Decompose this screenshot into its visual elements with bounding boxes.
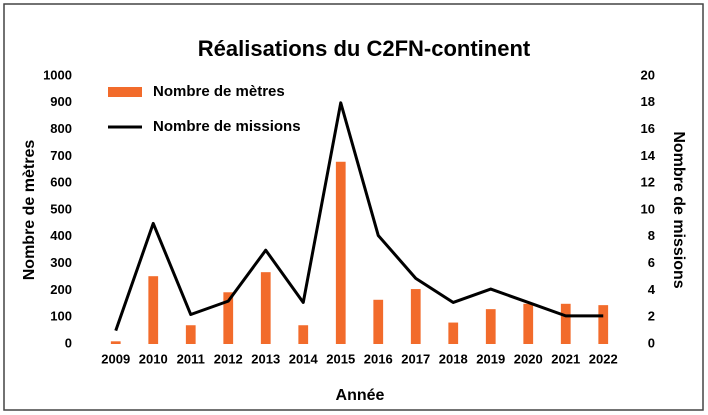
y-tick-label: 800: [50, 121, 72, 136]
y2-tick-label: 14: [641, 148, 656, 163]
x-tick-label: 2016: [364, 351, 393, 366]
x-tick-label: 2022: [589, 351, 618, 366]
y2-tick-label: 6: [648, 255, 655, 270]
y2-tick-label: 2: [648, 309, 655, 324]
chart-title: Réalisations du C2FN-continent: [198, 36, 531, 61]
bar: [260, 272, 271, 344]
bar: [148, 276, 159, 344]
y2-tick-label: 16: [641, 121, 655, 136]
y-tick-label: 700: [50, 148, 72, 163]
legend-label: Nombre de mètres: [153, 83, 285, 100]
bar: [560, 303, 571, 344]
bar: [485, 309, 496, 344]
y-tick-label: 200: [50, 282, 72, 297]
x-tick-label: 2021: [551, 351, 580, 366]
x-tick-label: 2011: [177, 351, 205, 366]
x-tick-label: 2019: [476, 351, 505, 366]
x-tick-label: 2009: [101, 351, 130, 366]
y2-tick-label: 18: [641, 94, 655, 109]
x-tick-label: 2013: [251, 351, 280, 366]
y-tick-label: 0: [65, 335, 72, 350]
x-tick-label: 2010: [139, 351, 168, 366]
bar: [223, 292, 234, 344]
legend-swatch: [108, 87, 142, 97]
x-tick-label: 2017: [401, 351, 430, 366]
chart-frame: [3, 3, 704, 411]
x-tick-label: 2018: [439, 351, 468, 366]
x-tick-label: 2014: [289, 351, 319, 366]
y-tick-label: 1000: [43, 67, 72, 82]
y-tick-label: 600: [50, 175, 72, 190]
x-tick-label: 2020: [514, 351, 543, 366]
bar: [598, 305, 609, 344]
bar: [410, 289, 421, 344]
bar: [448, 322, 459, 344]
bar: [523, 303, 534, 344]
x-tick-label: 2012: [214, 351, 243, 366]
y-tick-label: 100: [50, 309, 72, 324]
bar: [373, 299, 384, 344]
x-tick-label: 2015: [326, 351, 355, 366]
y-tick-label: 500: [50, 201, 72, 216]
y2-tick-label: 12: [641, 175, 655, 190]
y2-tick-label: 10: [641, 201, 655, 216]
line: [114, 101, 604, 332]
bar: [298, 325, 309, 344]
bar: [110, 341, 121, 344]
y-tick-label: 400: [50, 228, 72, 243]
y2-tick-label: 20: [641, 67, 655, 82]
y2-tick-label: 8: [648, 228, 655, 243]
y2-tick-label: 4: [648, 282, 656, 297]
bar: [185, 325, 196, 344]
x-axis-label: Année: [336, 387, 385, 404]
y-tick-label: 300: [50, 255, 72, 270]
y-axis-label: Nombre de mètres: [21, 140, 38, 281]
y-tick-label: 900: [50, 94, 72, 109]
legend-label: Nombre de missions: [153, 118, 301, 135]
y2-tick-label: 0: [648, 335, 655, 350]
bar: [335, 161, 346, 344]
y2-axis-label: Nombre de missions: [670, 131, 687, 288]
